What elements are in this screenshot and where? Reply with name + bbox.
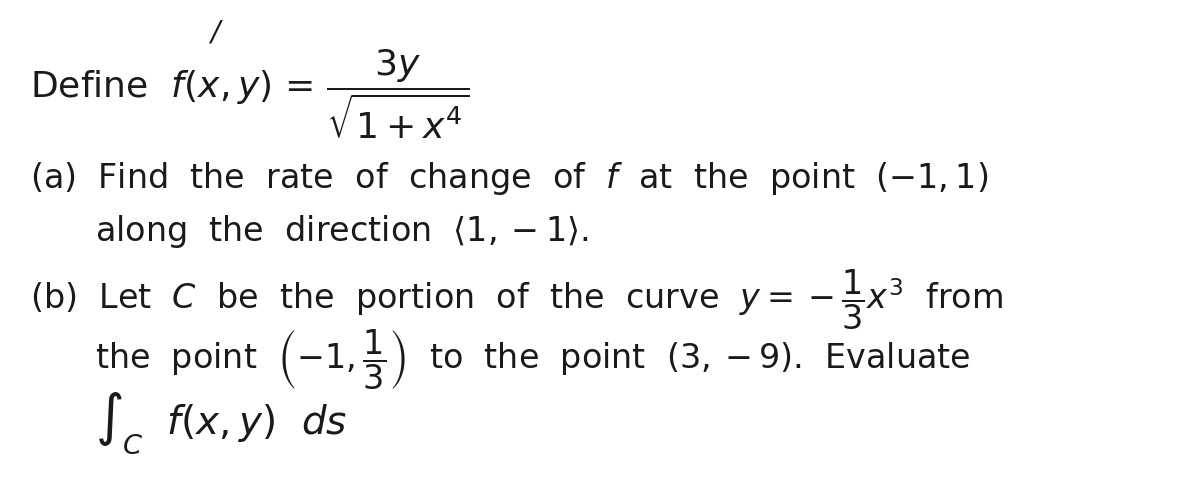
Text: $\int_C$  $f(x,y)$  $ds$: $\int_C$ $f(x,y)$ $ds$ bbox=[95, 390, 347, 456]
Text: (a)  Find  the  rate  of  change  of  $f$  at  the  point  $(-1,1)$: (a) Find the rate of change of $f$ at th… bbox=[30, 160, 989, 197]
Text: along  the  direction  $\langle 1,-1\rangle$.: along the direction $\langle 1,-1\rangle… bbox=[95, 213, 589, 250]
Text: Define  $f(x,y)$ = $\dfrac{3y}{\sqrt{1+x^4}}$: Define $f(x,y)$ = $\dfrac{3y}{\sqrt{1+x^… bbox=[30, 48, 469, 142]
Text: the  point  $\left(-1,\dfrac{1}{3}\right)$  to  the  point  $(3,-9)$.  Evaluate: the point $\left(-1,\dfrac{1}{3}\right)$… bbox=[95, 328, 971, 392]
Text: (b)  Let  $C$  be  the  portion  of  the  curve  $y = -\dfrac{1}{3}x^3$  from: (b) Let $C$ be the portion of the curve … bbox=[30, 268, 1003, 332]
Text: /: / bbox=[210, 18, 220, 46]
